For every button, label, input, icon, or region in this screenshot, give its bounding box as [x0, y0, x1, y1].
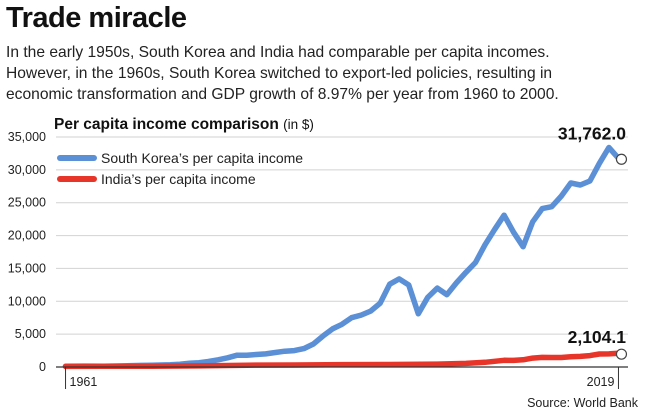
y-tick-label: 20,000 [8, 229, 46, 243]
end-point-marker [615, 153, 628, 165]
end-value-label: 31,762.0 [558, 123, 626, 143]
legend-label: India’s per capita income [101, 171, 256, 187]
intro-line-3: economic transformation and GDP growth o… [6, 86, 559, 103]
y-tick-label: 0 [39, 360, 46, 374]
y-tick-label: 25,000 [8, 196, 46, 210]
india-series-line [62, 350, 622, 370]
y-tick-label: 5,000 [15, 327, 46, 341]
y-tick-label: 10,000 [8, 294, 46, 308]
y-tick-label: 35,000 [8, 130, 46, 144]
end-value-label: 2,104.1 [568, 327, 627, 347]
chart-title: Per capita income comparison (in $) [54, 116, 314, 134]
legend-label: South Korea’s per capita income [101, 150, 303, 166]
y-axis-ticks: 0 5,000 10,000 15,000 20,000 25,000 30,000 35,0… [8, 130, 46, 374]
intro-paragraph: In the early 1950s, South Korea and Indi… [6, 42, 648, 105]
intro-line-2: However, in the 1960s, South Korea switc… [6, 65, 553, 82]
chart-title-text: Per capita income comparison [54, 116, 279, 133]
x-axis: 1961 2019 [56, 366, 628, 389]
end-labels: 31,762.0 2,104.1 [558, 123, 628, 360]
gridlines [56, 136, 628, 335]
x-tick-label: 1961 [70, 375, 98, 389]
chart-unit-label: (in $) [283, 117, 314, 132]
end-point-marker [615, 348, 628, 360]
y-tick-label: 30,000 [8, 163, 46, 177]
x-tick-label: 2019 [587, 375, 615, 389]
y-tick-label: 15,000 [8, 261, 46, 275]
intro-line-1: In the early 1950s, South Korea and Indi… [6, 44, 550, 61]
series-lines [62, 144, 622, 370]
legend: South Korea’s per capita income India’s p… [57, 150, 303, 187]
headline: Trade miracle [6, 2, 187, 34]
source-note: Source: World Bank [527, 396, 638, 410]
